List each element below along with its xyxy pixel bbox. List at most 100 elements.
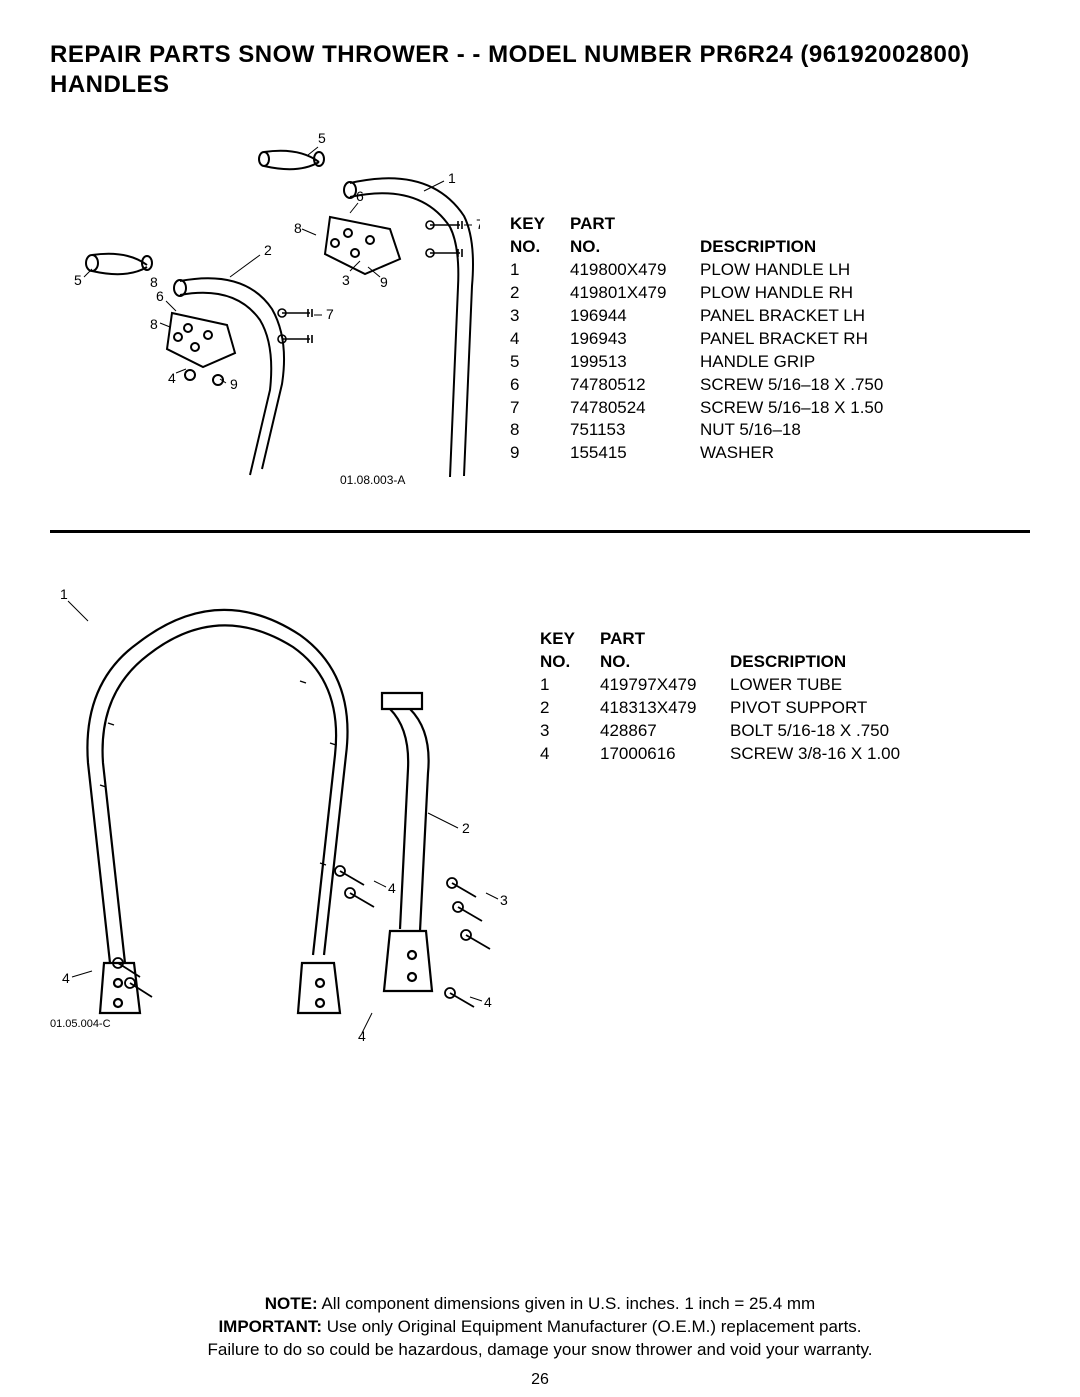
page: REPAIR PARTS SNOW THROWER - - MODEL NUMB… xyxy=(0,0,1080,1397)
svg-text:7: 7 xyxy=(476,216,480,232)
header-part-top: PART xyxy=(600,628,730,651)
table-row: 1419797X479LOWER TUBE xyxy=(540,674,900,697)
svg-text:1: 1 xyxy=(60,586,68,602)
cell-part: 155415 xyxy=(570,442,700,465)
cell-part: 199513 xyxy=(570,351,700,374)
cell-desc: NUT 5/16–18 xyxy=(700,419,801,442)
cell-part: 428867 xyxy=(600,720,730,743)
svg-text:5: 5 xyxy=(318,130,326,146)
svg-text:4: 4 xyxy=(62,970,70,986)
svg-text:9: 9 xyxy=(230,376,238,392)
table-row: 9155415WASHER xyxy=(510,442,883,465)
header-desc: DESCRIPTION xyxy=(700,213,816,259)
svg-text:4: 4 xyxy=(484,994,492,1010)
table-row: 417000616SCREW 3/8-16 X 1.00 xyxy=(540,743,900,766)
cell-part: 418313X479 xyxy=(600,697,730,720)
table-row: 2419801X479PLOW HANDLE RH xyxy=(510,282,883,305)
header-key-top: KEY xyxy=(540,628,600,651)
cell-part: 419797X479 xyxy=(600,674,730,697)
cell-part: 196944 xyxy=(570,305,700,328)
table-row: 774780524SCREW 5/16–18 X 1.50 xyxy=(510,397,883,420)
table-row: 674780512SCREW 5/16–18 X .750 xyxy=(510,374,883,397)
svg-text:2: 2 xyxy=(462,820,470,836)
cell-key: 3 xyxy=(510,305,570,328)
table-row: 2418313X479PIVOT SUPPORT xyxy=(540,697,900,720)
cell-desc: SCREW 5/16–18 X .750 xyxy=(700,374,883,397)
cell-desc: BOLT 5/16-18 X .750 xyxy=(730,720,889,743)
page-number: 26 xyxy=(0,1371,1080,1389)
cell-desc: PANEL BRACKET LH xyxy=(700,305,865,328)
note-bold: NOTE: xyxy=(265,1294,318,1313)
important-line: IMPORTANT: Use only Original Equipment M… xyxy=(0,1316,1080,1339)
warranty-line: Failure to do so could be hazardous, dam… xyxy=(0,1339,1080,1362)
header-key-bot: NO. xyxy=(540,651,600,674)
svg-text:3: 3 xyxy=(500,892,508,908)
cell-key: 2 xyxy=(540,697,600,720)
table-row: 1419800X479PLOW HANDLE LH xyxy=(510,259,883,282)
svg-text:8: 8 xyxy=(150,274,158,290)
svg-text:3: 3 xyxy=(342,272,350,288)
svg-text:4: 4 xyxy=(358,1028,366,1043)
cell-key: 6 xyxy=(510,374,570,397)
table-header: KEY NO. PART NO. DESCRIPTION xyxy=(510,213,883,259)
svg-text:8: 8 xyxy=(294,220,302,236)
cell-desc: SCREW 5/16–18 X 1.50 xyxy=(700,397,883,420)
upper-section: 5 1 6 8 7 3 9 5 2 6 8 8 7 4 9 01.08.00 xyxy=(50,125,1030,505)
lower-parts-table: KEY NO. PART NO. DESCRIPTION 1419797X479… xyxy=(540,628,900,766)
cell-part: 196943 xyxy=(570,328,700,351)
header-desc: DESCRIPTION xyxy=(730,628,846,674)
header-part-bot: NO. xyxy=(570,236,700,259)
header-key-top: KEY xyxy=(510,213,570,236)
upper-parts-table: KEY NO. PART NO. DESCRIPTION 1419800X479… xyxy=(510,213,883,465)
cell-desc: PLOW HANDLE RH xyxy=(700,282,853,305)
section-divider xyxy=(50,530,1030,533)
cell-desc: WASHER xyxy=(700,442,774,465)
cell-part: 751153 xyxy=(570,419,700,442)
svg-text:4: 4 xyxy=(388,880,396,896)
cell-key: 5 xyxy=(510,351,570,374)
cell-key: 2 xyxy=(510,282,570,305)
cell-key: 4 xyxy=(540,743,600,766)
cell-key: 1 xyxy=(540,674,600,697)
svg-text:1: 1 xyxy=(448,170,456,186)
cell-desc: PIVOT SUPPORT xyxy=(730,697,867,720)
cell-part: 74780524 xyxy=(570,397,700,420)
svg-text:5: 5 xyxy=(74,272,82,288)
svg-text:9: 9 xyxy=(380,274,388,290)
svg-text:6: 6 xyxy=(156,288,164,304)
table-header: KEY NO. PART NO. DESCRIPTION xyxy=(540,628,900,674)
svg-text:6: 6 xyxy=(356,188,364,204)
cell-desc: HANDLE GRIP xyxy=(700,351,815,374)
table-row: 4196943PANEL BRACKET RH xyxy=(510,328,883,351)
svg-text:4: 4 xyxy=(168,370,176,386)
important-bold: IMPORTANT: xyxy=(218,1317,322,1336)
upper-diagram-id: 01.08.003-A xyxy=(340,473,405,487)
title-line-2: HANDLES xyxy=(50,70,1030,100)
table-row: 5199513HANDLE GRIP xyxy=(510,351,883,374)
cell-key: 9 xyxy=(510,442,570,465)
svg-text:2: 2 xyxy=(264,242,272,258)
footer-notes: NOTE: All component dimensions given in … xyxy=(0,1293,1080,1362)
cell-key: 4 xyxy=(510,328,570,351)
cell-desc: SCREW 3/8-16 X 1.00 xyxy=(730,743,900,766)
lower-diagram: 1 2 3 4 4 4 4 01.05.004-C xyxy=(50,563,510,1043)
table-row: 8751153NUT 5/16–18 xyxy=(510,419,883,442)
cell-desc: PANEL BRACKET RH xyxy=(700,328,868,351)
page-title: REPAIR PARTS SNOW THROWER - - MODEL NUMB… xyxy=(50,40,1030,100)
cell-key: 3 xyxy=(540,720,600,743)
upper-diagram: 5 1 6 8 7 3 9 5 2 6 8 8 7 4 9 01.08.00 xyxy=(50,125,480,505)
cell-key: 8 xyxy=(510,419,570,442)
header-part-top: PART xyxy=(570,213,700,236)
note-line: NOTE: All component dimensions given in … xyxy=(0,1293,1080,1316)
cell-part: 17000616 xyxy=(600,743,730,766)
svg-text:8: 8 xyxy=(150,316,158,332)
lower-diagram-id: 01.05.004-C xyxy=(50,1018,111,1030)
cell-part: 419801X479 xyxy=(570,282,700,305)
cell-desc: PLOW HANDLE LH xyxy=(700,259,850,282)
svg-text:7: 7 xyxy=(326,306,334,322)
table-row: 3196944PANEL BRACKET LH xyxy=(510,305,883,328)
header-part-bot: NO. xyxy=(600,651,730,674)
cell-key: 1 xyxy=(510,259,570,282)
cell-key: 7 xyxy=(510,397,570,420)
table-row: 3428867BOLT 5/16-18 X .750 xyxy=(540,720,900,743)
